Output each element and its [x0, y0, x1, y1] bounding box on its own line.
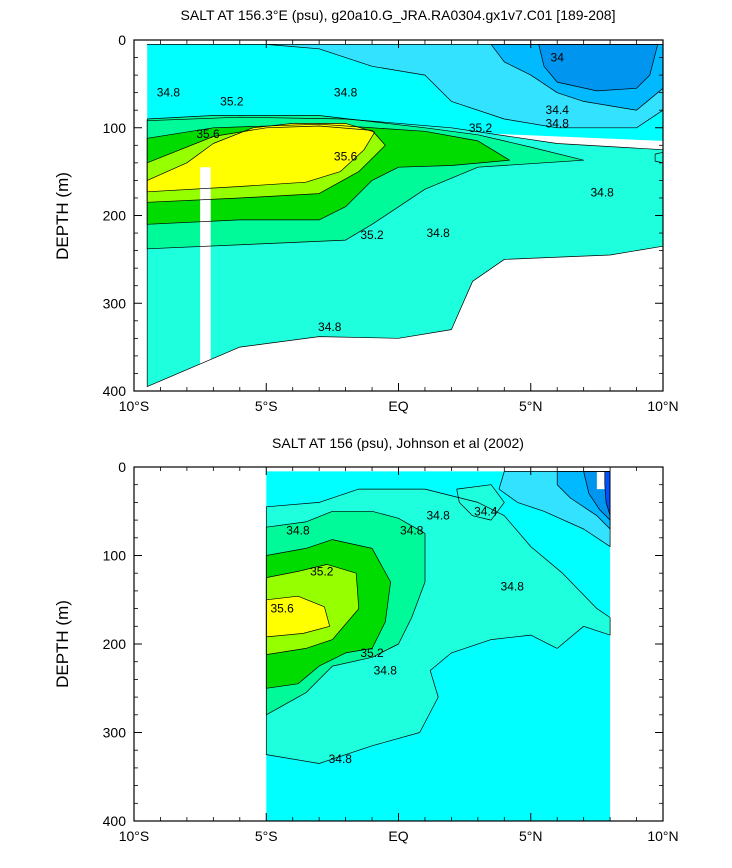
contour-line-34.8 [265, 488, 611, 764]
contour-label: 35.2 [360, 228, 384, 242]
y-tick-label: 0 [118, 32, 126, 48]
contour-label: 35.6 [196, 127, 220, 141]
y-tick-label: 100 [103, 120, 127, 136]
contour-line-35 [146, 115, 584, 250]
contour-label: 34.8 [329, 752, 353, 766]
salinity-band-35.6 [266, 596, 330, 637]
y-tick-label: 300 [103, 725, 127, 741]
y-tick-label: 200 [103, 208, 127, 224]
contour-label: 34 [551, 51, 565, 65]
contour-label: 34.8 [318, 320, 342, 334]
x-tick-label: 5°N [519, 398, 543, 414]
contour-line-35.4 [265, 564, 360, 655]
y-tick-label: 100 [103, 548, 127, 564]
contour-label: 34.8 [426, 226, 450, 240]
salinity-band-34.8 [655, 152, 663, 163]
x-tick-label: EQ [388, 398, 408, 414]
contour-label: 34.8 [374, 664, 398, 678]
contour-line-34 [538, 44, 659, 92]
x-tick-label: 10°N [647, 828, 678, 844]
contour-label: 34.8 [501, 579, 525, 593]
y-tick-label: 300 [103, 295, 127, 311]
contour-line-35.6 [265, 595, 331, 638]
missing-data-mask [596, 471, 605, 490]
contour-line-35.6 [146, 123, 376, 193]
y-tick-label: 400 [103, 383, 127, 399]
panel-title: SALT AT 156.3°E (psu), g20a10.G_JRA.RA03… [181, 7, 616, 23]
salinity-band-34 [538, 44, 658, 91]
contour-label: 34.8 [546, 116, 570, 130]
salinity-band-33.8 [604, 471, 611, 516]
contour-line-35.4 [146, 125, 386, 203]
contour-label: 35.6 [270, 602, 294, 616]
contour-line-34.8 [456, 484, 505, 521]
contour-label: 35.6 [334, 150, 358, 164]
y-tick-label: 200 [103, 636, 127, 652]
contour-label: 34.8 [426, 509, 450, 523]
x-tick-label: 10°N [647, 398, 678, 414]
contour-line-34.8 [146, 116, 664, 387]
y-axis-label: DEPTH (m) [53, 600, 72, 688]
contour-label: 34.8 [334, 86, 358, 100]
x-tick-label: 5°S [255, 828, 278, 844]
x-tick-label: EQ [388, 828, 408, 844]
contour-label: 34.8 [590, 186, 614, 200]
contour-label: 34.4 [546, 103, 570, 117]
contour-label: 35.2 [310, 564, 334, 578]
x-tick-label: 5°S [255, 398, 278, 414]
y-tick-label: 400 [103, 813, 127, 829]
contour-line-35 [265, 510, 426, 716]
contour-label: 35.2 [360, 646, 384, 660]
model-salinity-panel: SALT AT 156.3°E (psu), g20a10.G_JRA.RA03… [53, 7, 679, 414]
contour-label: 34.8 [157, 86, 181, 100]
plot-area: 34.434.8 34.834.835.235.634.835.234.834.8 [133, 466, 664, 822]
contour-line-33.8 [604, 471, 611, 517]
panel-title: SALT AT 156 (psu), Johnson et al (2002) [272, 435, 524, 451]
x-tick-label: 10°S [119, 828, 150, 844]
contour-label: 35.2 [469, 121, 493, 135]
contour-label: 34.8 [400, 524, 424, 538]
contour-label: 35.2 [220, 94, 244, 108]
contour-line-35.2 [265, 539, 391, 689]
y-tick-label: 0 [118, 459, 126, 475]
x-tick-label: 10°S [119, 398, 150, 414]
contour-label: 34.8 [286, 524, 310, 538]
observed-salinity-panel: SALT AT 156 (psu), Johnson et al (2002) … [53, 435, 679, 844]
y-axis-label: DEPTH (m) [53, 172, 72, 260]
contour-line-35.2 [146, 123, 510, 225]
contour-label: 34.4 [474, 504, 498, 518]
x-tick-label: 5°N [519, 828, 543, 844]
missing-data-mask [200, 167, 211, 391]
